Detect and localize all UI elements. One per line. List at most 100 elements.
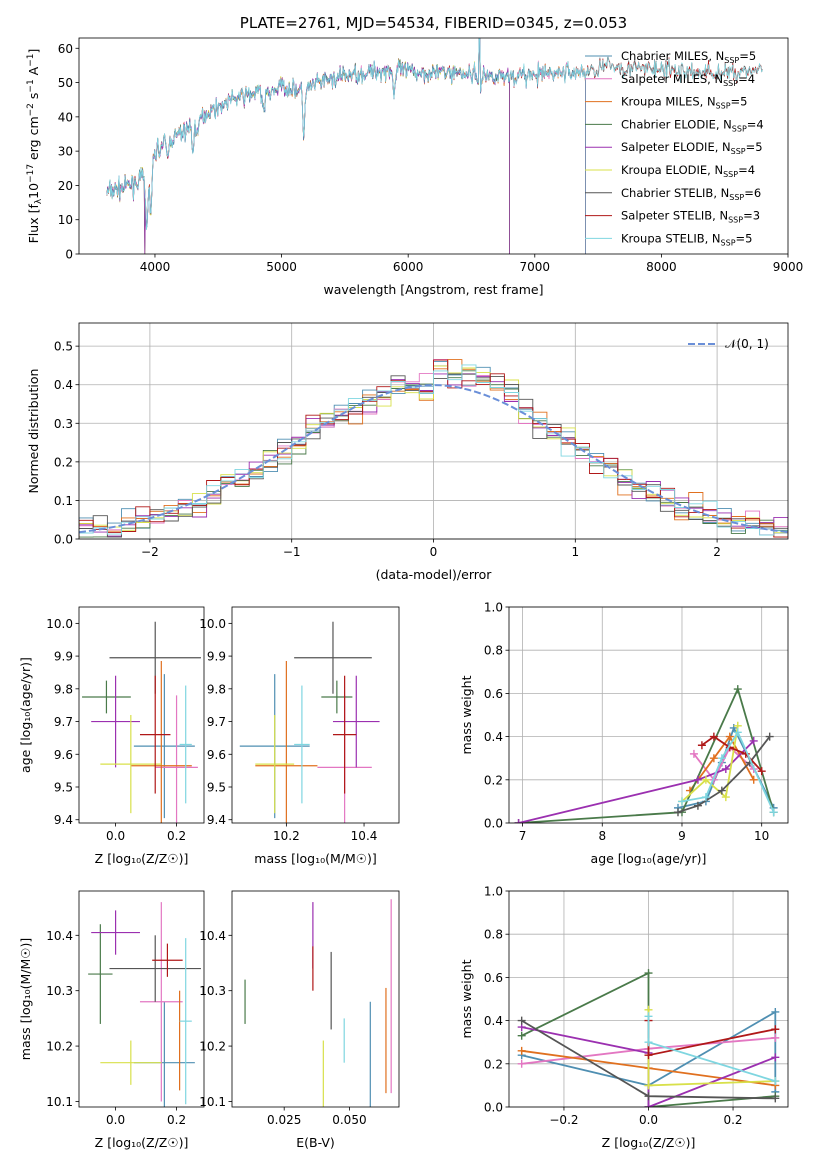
axes-frame — [231, 890, 400, 1108]
y-axis-label: mass [log₁₀(M/M☉)] — [18, 938, 33, 1060]
y-axis-label: Flux [fλ10−17 erg cm−2 s−1 A−1] — [26, 49, 44, 244]
axes-frame — [508, 890, 789, 1108]
y-tick-label: 1.0 — [484, 601, 503, 615]
axes-mass_vs_ebv: 0.025 0.050 10.1 10.2 10.3 10.4 E(B-V) — [199, 890, 400, 1150]
legend-name: Chabrier STELIB, N — [621, 186, 729, 200]
y-label-part: −1 — [26, 79, 36, 92]
weight-marker-salpeter_elodie — [749, 736, 758, 745]
x-tick-label: 0.2 — [167, 829, 186, 843]
y-tick-label: 60 — [58, 42, 73, 56]
hist-step-kroupa_stelib — [79, 364, 788, 536]
y-tick-label: 0.0 — [484, 1101, 503, 1115]
y-label-part: A — [26, 66, 41, 79]
weight-line-chabrier_elodie — [518, 686, 775, 823]
y-tick-label: 10.1 — [199, 1095, 226, 1109]
chart-title: PLATE=2761, MJD=54534, FIBERID=0345, z=0… — [240, 14, 627, 32]
plot-area-weight_vs_Z — [517, 969, 780, 1107]
y-tick-label: 10 — [58, 213, 73, 227]
y-tick-label: 0.2 — [484, 773, 503, 787]
legend-sub: SSP — [731, 147, 746, 156]
legend-name: Salpeter ELODIE, N — [621, 140, 731, 154]
weight-marker-kroupa_stelib — [701, 793, 710, 802]
legend-sub: SSP — [732, 124, 747, 133]
y-tick-label: 9.6 — [54, 748, 73, 762]
axes-residuals: −2 −1 0 1 2 0.0 0.1 0.2 0.3 0.4 0.5 (data-model)/er… — [26, 322, 789, 582]
plot-area-weight_vs_age — [514, 685, 778, 823]
y-tick-label: 40 — [58, 110, 73, 124]
legend-name: Kroupa ELODIE, N — [621, 163, 723, 177]
y-label-part: s — [26, 93, 41, 104]
x-axis-label: Z [log₁₀(Z/Z☉)] — [95, 851, 189, 866]
x-axis-label: E(B-V) — [296, 1135, 335, 1150]
y-tick-label: 30 — [58, 145, 73, 159]
weight-marker-salpeter_stelib — [771, 1025, 780, 1034]
x-tick-label: 4000 — [140, 260, 171, 274]
legend-label: Chabrier STELIB, NSSP=6 — [621, 186, 761, 202]
spectrum-line-kroupa_miles — [106, 38, 586, 254]
y-tick-label: 9.6 — [207, 748, 226, 762]
y-tick-label: 9.7 — [54, 715, 73, 729]
legend-name: Salpeter MILES, N — [621, 72, 723, 86]
weight-line-kroupa_miles — [689, 734, 755, 792]
legend-tail: =4 — [747, 117, 764, 131]
legend-label: Salpeter ELODIE, NSSP=5 — [621, 140, 763, 156]
y-label-part: −1 — [26, 54, 36, 67]
legend-label: Kroupa STELIB, NSSP=5 — [621, 231, 752, 247]
x-tick-label: 0.0 — [106, 1113, 125, 1127]
weight-marker-chabrier_stelib — [673, 808, 682, 817]
plot-area-mass_vs_Z — [88, 902, 201, 1107]
y-tick-label: 10.1 — [46, 1095, 73, 1109]
axes-frame — [78, 606, 205, 824]
weight-marker-kroupa_elodie — [644, 1081, 653, 1090]
y-tick-label: 0.8 — [484, 644, 503, 658]
legend-tail: =5 — [739, 49, 756, 63]
legend-tail: =4 — [738, 163, 755, 177]
weight-marker-kroupa_stelib — [771, 1077, 780, 1086]
y-label-part: −2 — [26, 103, 36, 116]
y-label-part: erg cm — [26, 116, 41, 164]
weight-marker-chabrier_stelib — [693, 801, 702, 810]
x-tick-label: 2 — [713, 545, 721, 559]
weight-marker-kroupa_miles — [749, 775, 758, 784]
y-tick-label: 0.1 — [54, 494, 73, 508]
y-tick-label: 0.4 — [484, 1014, 503, 1028]
weight-marker-salpeter_stelib — [757, 767, 766, 776]
x-tick-label: 7000 — [520, 260, 551, 274]
y-tick-label: 20 — [58, 179, 73, 193]
weight-marker-salpeter_elodie — [644, 1103, 653, 1107]
legend-tail: =4 — [738, 72, 755, 86]
x-tick-label: −0.2 — [549, 1113, 578, 1127]
y-tick-label: 9.8 — [207, 682, 226, 696]
weight-marker-salpeter_elodie — [514, 819, 523, 823]
weight-marker-salpeter_miles — [771, 1033, 780, 1042]
y-tick-label: 0.4 — [484, 730, 503, 744]
x-tick-label: 8 — [598, 829, 606, 843]
y-tick-label: 0.2 — [54, 455, 73, 469]
y-tick-label: 0.0 — [54, 533, 73, 547]
legend-name: Kroupa STELIB, N — [621, 231, 721, 245]
weight-marker-kroupa_stelib — [717, 754, 726, 763]
weight-marker-salpeter_miles — [517, 1059, 526, 1068]
weight-marker-chabrier_stelib — [765, 732, 774, 741]
y-tick-label: 10.4 — [46, 929, 73, 943]
legend-name: Kroupa MILES, N — [621, 95, 716, 109]
weight-marker-chabrier_elodie — [517, 1031, 526, 1040]
spectrum-line-chabrier_miles — [106, 38, 586, 254]
axes-spectrum: 4000 5000 6000 7000 8000 9000 0 10 20 30 40 50 60 PLA… — [26, 14, 803, 297]
axes-frame — [508, 606, 789, 824]
x-tick-label: 1 — [571, 545, 579, 559]
axes-frame — [78, 37, 789, 255]
y-tick-label: 50 — [58, 76, 73, 90]
weight-marker-kroupa_elodie — [721, 793, 730, 802]
y-tick-label: 0.4 — [54, 378, 73, 392]
weight-line-chabrier_miles — [521, 1010, 777, 1092]
legend-name: Chabrier MILES, N — [621, 49, 724, 63]
y-label-part: −17 — [26, 164, 36, 183]
weight-marker-chabrier_elodie — [644, 969, 653, 978]
axes-weight_vs_age: 7 8 9 10 0.0 0.2 0.4 0.6 0.8 1.0 age [log₁₀(age/yr… — [459, 601, 789, 866]
y-axis-label: mass weight — [459, 959, 474, 1038]
legend-label: Salpeter STELIB, NSSP=3 — [621, 209, 760, 225]
weight-marker-kroupa_stelib — [677, 797, 686, 806]
legend-label: Chabrier MILES, NSSP=5 — [621, 49, 756, 65]
